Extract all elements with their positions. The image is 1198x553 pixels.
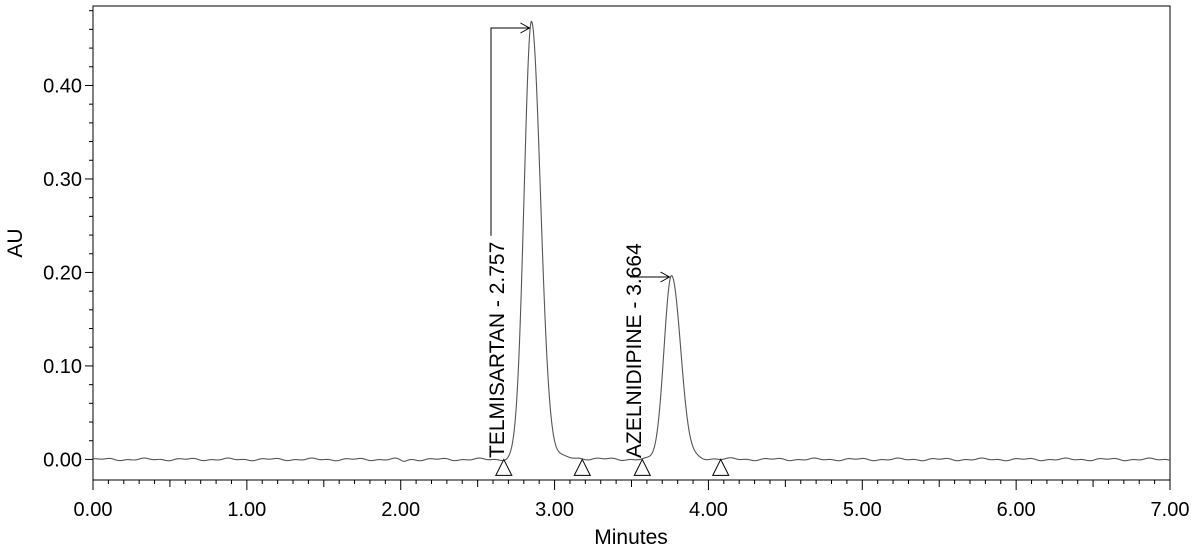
peak-arrow-head <box>660 271 671 283</box>
peak-arrow-head <box>520 22 531 34</box>
x-tick-label: 6.00 <box>997 499 1036 521</box>
integration-marker <box>711 458 730 476</box>
x-tick-label: 3.00 <box>535 499 574 521</box>
peak-label: TELMISARTAN - 2.757 <box>486 242 509 458</box>
peak-leader-line <box>490 27 530 236</box>
x-tick-label: 0.00 <box>74 499 113 521</box>
x-tick-label: 5.00 <box>843 499 882 521</box>
y-axis-title: AU <box>4 228 27 257</box>
x-tick-label: 4.00 <box>689 499 728 521</box>
peak-annotations: TELMISARTAN - 2.757 AZELNIDIPINE - 3.664 <box>486 22 671 458</box>
integration-marker <box>573 458 592 476</box>
y-tick-label: 0.00 <box>43 449 82 471</box>
integration-markers <box>494 458 730 476</box>
integration-marker <box>494 458 513 476</box>
chromatogram-trace <box>92 20 1171 462</box>
y-tick-label: 0.40 <box>43 75 82 97</box>
x-axis-title: Minutes <box>594 526 668 549</box>
x-tick-label: 1.00 <box>227 499 266 521</box>
x-tick-label: 7.00 <box>1151 499 1190 521</box>
y-axis-ticks: 0.00 0.10 0.20 0.30 0.40 <box>43 10 93 471</box>
y-tick-label: 0.20 <box>43 262 82 284</box>
y-tick-label: 0.30 <box>43 169 82 191</box>
x-tick-label: 2.00 <box>381 499 420 521</box>
integration-marker <box>633 458 652 476</box>
y-tick-label: 0.10 <box>43 356 82 378</box>
peak-label: AZELNIDIPINE - 3.664 <box>623 243 646 458</box>
x-axis-ticks: 0.00 1.00 2.00 3.00 4.00 5.00 6.00 7.00 <box>74 480 1190 521</box>
